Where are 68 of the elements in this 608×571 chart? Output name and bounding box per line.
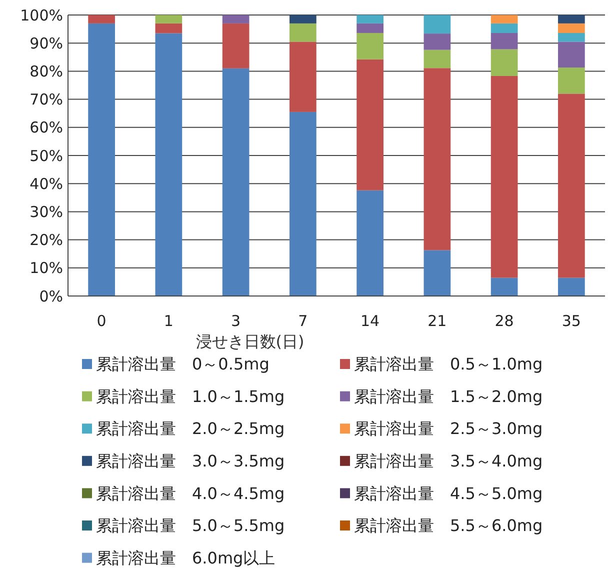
bar bbox=[356, 190, 384, 296]
bar bbox=[558, 32, 585, 42]
bar bbox=[490, 49, 518, 76]
bar bbox=[424, 15, 451, 34]
y-tick-label: 20% bbox=[30, 231, 63, 250]
bar bbox=[155, 23, 182, 34]
bar bbox=[490, 23, 518, 33]
bar bbox=[490, 32, 518, 50]
x-tick-label: 35 bbox=[562, 312, 581, 330]
legend-label: 累計溶出量 2.0～2.5mg bbox=[96, 419, 285, 438]
bar bbox=[490, 15, 518, 24]
y-tick-label: 100% bbox=[20, 6, 63, 24]
bar bbox=[155, 15, 182, 24]
bar bbox=[356, 15, 384, 24]
bar bbox=[490, 278, 518, 296]
x-tick-label: 21 bbox=[428, 312, 447, 330]
legend-label: 累計溶出量 3.5～4.0mg bbox=[354, 452, 543, 470]
bar bbox=[290, 42, 316, 112]
y-tick-label: 60% bbox=[30, 118, 63, 137]
bar bbox=[356, 23, 384, 33]
x-tick-label: 14 bbox=[360, 312, 380, 330]
bar bbox=[424, 34, 451, 50]
legend-label: 累計溶出量 2.5～3.0mg bbox=[354, 419, 543, 438]
y-tick-label: 0% bbox=[39, 287, 63, 306]
legend-label: 累計溶出量 6.0mg以上 bbox=[96, 548, 276, 568]
x-tick-label: 28 bbox=[494, 312, 514, 330]
bar bbox=[356, 32, 384, 60]
bar bbox=[290, 23, 316, 42]
x-tick-label: 7 bbox=[298, 312, 308, 330]
bar bbox=[222, 15, 250, 24]
bar bbox=[424, 50, 451, 68]
bar bbox=[424, 250, 451, 296]
bar bbox=[356, 59, 384, 190]
y-tick-label: 90% bbox=[30, 34, 63, 52]
x-tick-label: 0 bbox=[96, 312, 106, 330]
bar bbox=[558, 94, 585, 278]
legend-label: 累計溶出量 4.0～4.5mg bbox=[96, 484, 285, 503]
bar bbox=[490, 76, 518, 278]
y-tick-label: 10% bbox=[30, 259, 63, 278]
bar bbox=[222, 23, 250, 68]
y-tick-label: 40% bbox=[30, 174, 63, 193]
y-tick-label: 80% bbox=[30, 62, 63, 80]
bar bbox=[558, 68, 585, 94]
legend-label: 累計溶出量 1.0～1.5mg bbox=[96, 386, 285, 406]
bar bbox=[558, 278, 585, 296]
y-tick-label: 30% bbox=[30, 202, 63, 221]
bar bbox=[290, 112, 316, 296]
bar bbox=[88, 15, 115, 24]
x-tick-label: 3 bbox=[231, 312, 241, 330]
x-tick-label: 1 bbox=[164, 312, 174, 330]
bar bbox=[558, 42, 585, 68]
legend-label: 累計溶出量 1.5～2.0mg bbox=[354, 386, 543, 406]
x-axis-title: 浸せき日数(日) bbox=[196, 332, 304, 351]
bar bbox=[424, 68, 451, 250]
bar bbox=[155, 33, 182, 296]
bar bbox=[558, 15, 585, 24]
legend-label: 累計溶出量 5.0～5.5mg bbox=[96, 516, 285, 536]
legend-label: 累計溶出量 0.5～1.0mg bbox=[354, 354, 543, 374]
bar bbox=[290, 15, 316, 24]
bar bbox=[222, 68, 250, 296]
y-tick-label: 50% bbox=[30, 146, 63, 165]
bar bbox=[88, 23, 115, 296]
bar bbox=[558, 23, 585, 33]
y-tick-label: 70% bbox=[30, 90, 63, 109]
legend-label: 累計溶出量 5.5～6.0mg bbox=[354, 516, 543, 536]
legend-label: 累計溶出量 4.5～5.0mg bbox=[354, 484, 543, 503]
legend-label: 累計溶出量 0～0.5mg bbox=[96, 354, 270, 374]
legend-label: 累計溶出量 3.0～3.5mg bbox=[96, 452, 285, 470]
